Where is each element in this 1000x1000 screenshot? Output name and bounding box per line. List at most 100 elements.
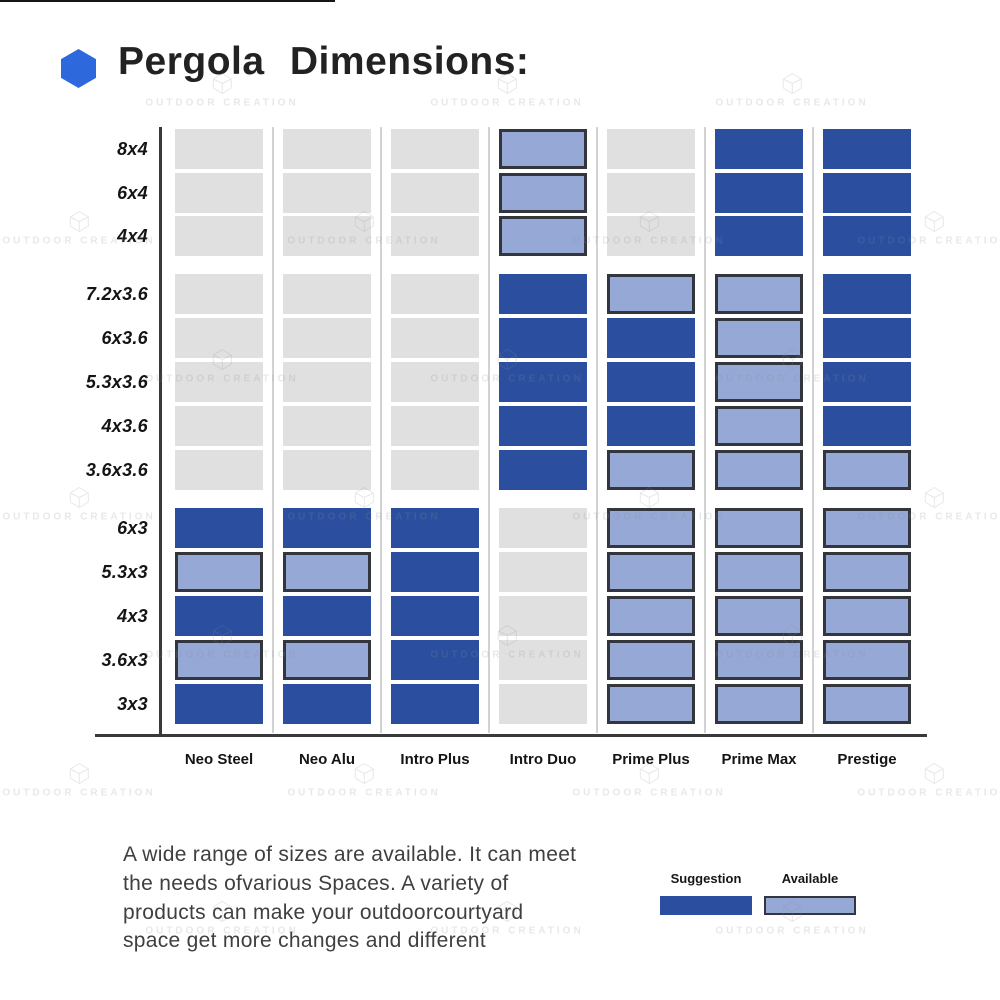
grid-cell-4x4-prime-plus <box>607 216 695 256</box>
grid-cell-5.3x3.6-prime-plus <box>607 362 695 402</box>
row-label-6x4: 6x4 <box>117 182 148 203</box>
grid-cell-5.3x3-prime-plus <box>607 552 695 592</box>
grid-cell-6x4-prime-max <box>715 172 803 213</box>
grid-cell-3.6x3-intro-plus <box>391 640 479 680</box>
grid-cell-5.3x3.6-neo-steel <box>175 362 263 402</box>
grid-cell-7.2x3.6-neo-steel <box>175 274 263 314</box>
grid-cell-4x3-neo-steel <box>175 596 263 636</box>
x-axis-line <box>95 734 927 737</box>
grid-cell-6x4-intro-plus <box>391 172 479 213</box>
grid-cell-6x3-prestige <box>823 508 911 548</box>
grid-cell-6x4-prime-plus <box>607 172 695 213</box>
grid-cell-4x3.6-intro-duo <box>499 406 587 446</box>
grid-cell-7.2x3.6-prime-plus <box>607 274 695 314</box>
row-label-3x3: 3x3 <box>117 694 148 714</box>
grid-cell-4x3-intro-plus <box>391 596 479 636</box>
grid-cell-4x3.6-neo-steel <box>175 406 263 446</box>
column-separator-line <box>704 127 706 733</box>
grid-cell-4x4-neo-alu <box>283 216 371 256</box>
grid-cell-6x3-prime-plus <box>607 508 695 548</box>
column-label-intro-duo: Intro Duo <box>509 751 577 768</box>
grid-cell-6x3-prime-max <box>715 508 803 548</box>
grid-cell-3x3-prestige <box>823 684 911 724</box>
grid-cell-5.3x3.6-intro-duo <box>499 362 587 402</box>
row-label-6x3.6: 6x3.6 <box>101 328 148 348</box>
grid-cell-5.3x3-prestige <box>823 552 911 592</box>
grid-cell-6x4-prestige <box>823 172 911 213</box>
grid-cell-3.6x3.6-prestige <box>823 450 911 490</box>
grid-cell-3.6x3.6-intro-duo <box>499 450 587 490</box>
grid-cell-8x4-prime-max <box>715 129 803 169</box>
grid-cell-4x3.6-prestige <box>823 406 911 446</box>
grid-cell-4x3.6-intro-plus <box>391 406 479 446</box>
grid-cell-3.6x3.6-intro-plus <box>391 450 479 490</box>
description-paragraph: A wide range of sizes are available. It … <box>123 841 643 956</box>
column-label-prestige: Prestige <box>837 751 897 768</box>
legend-available-label: Available <box>781 871 839 886</box>
row-label-6x3: 6x3 <box>117 518 148 538</box>
row-label-8x4: 8x4 <box>117 139 148 159</box>
grid-cell-3.6x3-neo-alu <box>283 640 371 680</box>
grid-cell-5.3x3.6-prestige <box>823 362 911 402</box>
grid-cell-4x3.6-prime-plus <box>607 406 695 446</box>
grid-cell-6x3-neo-steel <box>175 508 263 548</box>
description-line: products can make your outdoorcourtyard <box>123 900 524 924</box>
grid-cell-4x3.6-neo-alu <box>283 406 371 446</box>
grid-cell-4x4-intro-plus <box>391 216 479 256</box>
grid-cell-6x3.6-prime-plus <box>607 318 695 358</box>
grid-cell-5.3x3-neo-alu <box>283 552 371 592</box>
grid-cell-3.6x3.6-neo-steel <box>175 450 263 490</box>
grid-cell-4x3-intro-duo <box>499 596 587 636</box>
grid-cell-5.3x3-neo-steel <box>175 552 263 592</box>
grid-cell-3.6x3.6-neo-alu <box>283 450 371 490</box>
column-label-neo-alu: Neo Alu <box>298 751 356 768</box>
grid-cell-8x4-intro-plus <box>391 129 479 169</box>
legend-available-swatch <box>764 896 856 915</box>
grid-cell-6x3.6-prestige <box>823 318 911 358</box>
grid-cell-6x3-neo-alu <box>283 508 371 548</box>
description-line: the needs ofvarious Spaces. A variety of <box>123 871 509 895</box>
grid-cell-7.2x3.6-prime-max <box>715 274 803 314</box>
grid-cell-4x4-intro-duo <box>499 216 587 256</box>
grid-cell-6x3.6-prime-max <box>715 318 803 358</box>
legend-suggestion-label: Suggestion <box>670 871 742 886</box>
grid-cell-6x4-neo-alu <box>283 172 371 213</box>
grid-cell-6x3.6-neo-alu <box>283 318 371 358</box>
grid-cell-6x3.6-intro-plus <box>391 318 479 358</box>
grid-cell-6x3.6-neo-steel <box>175 318 263 358</box>
grid-cell-8x4-intro-duo <box>499 129 587 169</box>
grid-cell-3x3-intro-plus <box>391 684 479 724</box>
grid-cell-8x4-prime-plus <box>607 129 695 169</box>
grid-cell-5.3x3-prime-max <box>715 552 803 592</box>
legend-suggestion-swatch <box>660 896 752 915</box>
grid-cell-4x4-neo-steel <box>175 216 263 256</box>
grid-cell-3x3-neo-steel <box>175 684 263 724</box>
row-label-3.6x3.6: 3.6x3.6 <box>85 460 148 480</box>
column-separator-line <box>812 127 814 733</box>
grid-cell-4x3.6-prime-max <box>715 406 803 446</box>
grid-cell-6x3-intro-plus <box>391 508 479 548</box>
row-label-3.6x3: 3.6x3 <box>101 650 148 670</box>
grid-cell-3.6x3-intro-duo <box>499 640 587 680</box>
grid-cell-3x3-prime-max <box>715 684 803 724</box>
grid-cell-6x3-intro-duo <box>499 508 587 548</box>
grid-cell-4x3-neo-alu <box>283 596 371 636</box>
column-separator-line <box>380 127 382 733</box>
description-line: space get more changes and different <box>123 929 486 953</box>
grid-cell-6x4-intro-duo <box>499 172 587 213</box>
row-label-5.3x3.6: 5.3x3.6 <box>85 372 148 392</box>
grid-cell-3.6x3-prime-plus <box>607 640 695 680</box>
column-label-neo-steel: Neo Steel <box>184 751 254 768</box>
row-label-7.2x3.6: 7.2x3.6 <box>85 284 148 304</box>
row-label-5.3x3: 5.3x3 <box>101 562 148 582</box>
grid-cell-6x4-neo-steel <box>175 172 263 213</box>
grid-cell-5.3x3.6-prime-max <box>715 362 803 402</box>
page-title: Pergola Dimensions: <box>118 40 530 83</box>
column-separator-line <box>596 127 598 733</box>
grid-cell-4x4-prime-max <box>715 216 803 256</box>
grid-cell-3.6x3-prime-max <box>715 640 803 680</box>
grid-cell-6x3.6-intro-duo <box>499 318 587 358</box>
grid-cell-8x4-neo-alu <box>283 129 371 169</box>
column-separator-line <box>272 127 274 733</box>
